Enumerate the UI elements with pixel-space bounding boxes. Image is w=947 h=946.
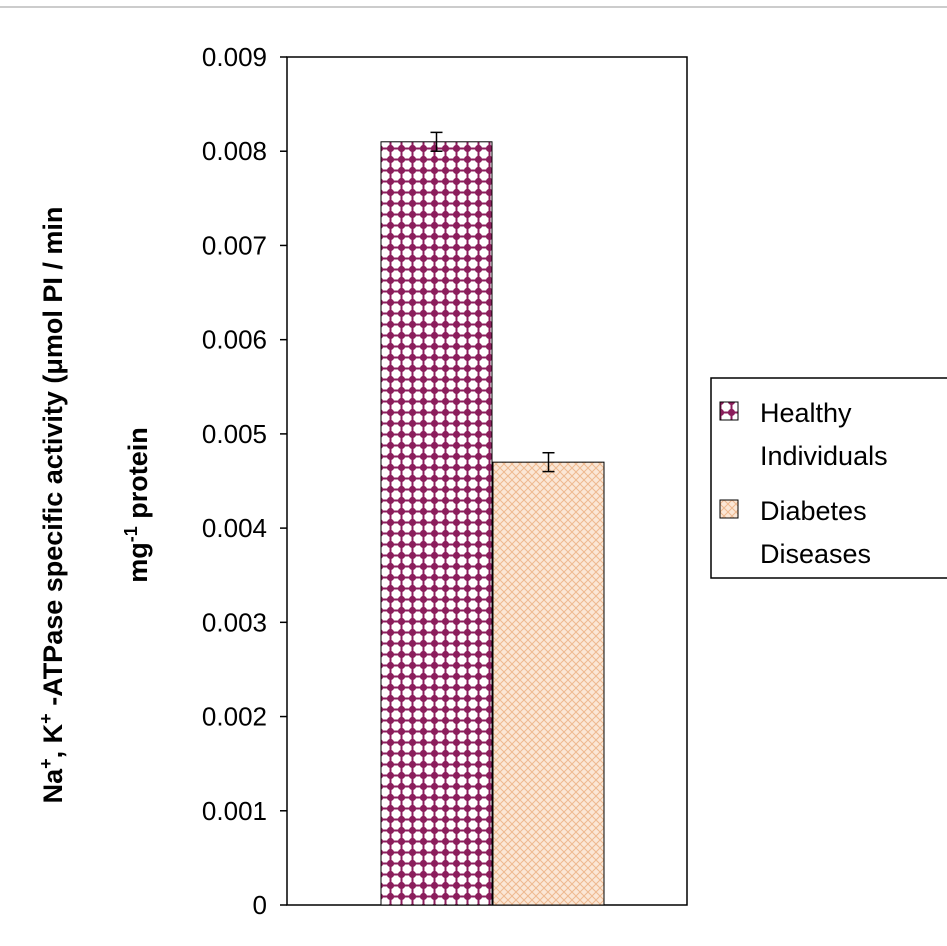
legend-box xyxy=(710,377,947,579)
legend-label-healthy-line1: Healthy xyxy=(760,398,852,428)
y-tick-label: 0.004 xyxy=(202,513,267,543)
legend-swatch-healthy xyxy=(719,401,739,421)
bar-healthy-individuals xyxy=(380,141,493,906)
y-tick-label: 0 xyxy=(253,890,267,920)
y-tick-label: 0.005 xyxy=(202,419,267,449)
y-tick-label: 0.007 xyxy=(202,230,267,260)
bars-group xyxy=(380,141,605,906)
legend: Healthy Individuals Diabetes Diseases xyxy=(710,377,947,579)
legend-label-diabetes-line2: Diseases xyxy=(760,539,871,569)
y-tick-label: 0.008 xyxy=(202,136,267,166)
y-axis-title: Na+, K+ -ATPase specific activity (μmol … xyxy=(36,207,153,804)
error-bars-group xyxy=(430,131,555,473)
y-tick-label: 0.002 xyxy=(202,702,267,732)
legend-label-healthy-line2: Individuals xyxy=(760,441,888,471)
y-axis-title-line1: Na+, K+ -ATPase specific activity (μmol … xyxy=(36,207,68,804)
legend-swatch-diabetes xyxy=(719,499,739,519)
bar-diabetes-diseases xyxy=(492,461,605,906)
legend-label-diabetes-line1: Diabetes xyxy=(760,496,867,526)
y-tick-label: 0.009 xyxy=(202,42,267,72)
y-axis-title-line2: mg-1 protein xyxy=(121,427,153,583)
y-tick-label: 0.001 xyxy=(202,796,267,826)
y-axis: 0 0.001 0.002 0.003 0.004 0.005 0.006 0.007 0.00… xyxy=(202,42,287,920)
y-tick-label: 0.003 xyxy=(202,607,267,637)
y-tick-label: 0.006 xyxy=(202,325,267,355)
